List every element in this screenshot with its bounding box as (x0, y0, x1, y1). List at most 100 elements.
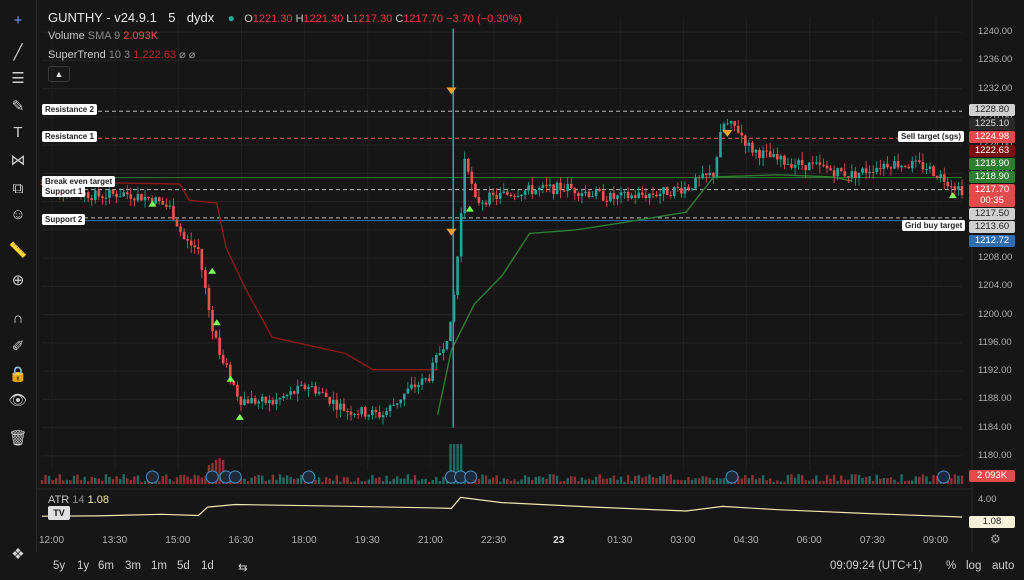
measure-icon[interactable]: ⧉ (12, 179, 24, 197)
trash-icon[interactable]: 🗑 (8, 430, 28, 447)
volume-bar (783, 481, 786, 484)
price-tick: 1200.00 (978, 308, 1013, 320)
candle-body (420, 378, 424, 385)
candle-body (569, 183, 573, 189)
volume-bar (502, 478, 505, 484)
volume-bar (918, 476, 921, 484)
range-6m[interactable]: 6m (98, 560, 114, 572)
range-5y[interactable]: 5y (53, 560, 66, 572)
volume-bar (516, 481, 520, 484)
range-1y[interactable]: 1y (77, 560, 90, 572)
price-tick: 1240.00 (978, 26, 1013, 38)
settings-icon[interactable]: ⚙ (990, 532, 1001, 546)
volume-bar (165, 474, 168, 484)
volume-bar (914, 476, 918, 484)
magnet-icon[interactable]: ∩ (12, 309, 24, 327)
trendline-icon[interactable]: ╱ (13, 44, 23, 61)
volume-bar (239, 478, 243, 484)
zoom-in-icon[interactable]: ⊕ (11, 272, 25, 289)
candle-body (747, 142, 751, 146)
ruler-icon[interactable]: 📏 (8, 242, 28, 259)
volume-bar (424, 478, 427, 484)
volume-bar (776, 480, 779, 484)
candle-body (914, 160, 918, 162)
lock-drawings-icon[interactable]: ✐ (11, 338, 25, 355)
volume-bar (346, 477, 349, 484)
tradingview-logo: TV (48, 506, 70, 520)
candle-body (463, 158, 467, 214)
volume-bar (79, 480, 83, 484)
price-label-r1: 1224.98 (969, 131, 1015, 143)
candle-body (701, 173, 704, 179)
auto-toggle[interactable]: auto (992, 560, 1015, 572)
candle-body (310, 386, 314, 388)
clock-readout[interactable]: 09:09:24 (UTC+1) (830, 560, 923, 572)
candle-body (353, 414, 356, 416)
volume-bar (271, 474, 275, 484)
supertrend-green-line (436, 174, 852, 416)
volume-bar (69, 480, 72, 484)
atr-axis-tick: 4.00 (978, 494, 997, 505)
candle-body (729, 121, 733, 124)
volume-bar (47, 475, 51, 484)
fib-icon[interactable]: ☰ (11, 70, 25, 87)
log-toggle[interactable]: log (966, 560, 982, 572)
pattern-icon[interactable]: ⋈ (10, 152, 26, 169)
time-tick: 23 (553, 535, 565, 546)
eye-icon[interactable]: 👁 (8, 392, 28, 409)
price-chart[interactable] (0, 0, 1024, 552)
candle-body (147, 196, 150, 199)
candle-body (509, 194, 513, 197)
volume-bar (431, 480, 434, 484)
candle-body (530, 185, 534, 195)
volume-bar (410, 479, 413, 484)
emoji-icon[interactable]: ☺ (10, 205, 26, 223)
crosshair-icon[interactable]: + (13, 11, 23, 29)
price-tick: 1232.00 (978, 82, 1013, 94)
percent-toggle[interactable]: % (946, 560, 957, 572)
supertrend-legend[interactable]: SuperTrend 10 3 1,222.63 ⌀ ⌀ (48, 49, 196, 61)
volume-bar (356, 477, 360, 484)
bottom-toolbar: 5y 1y 6m 3m 1m 5d 1d ⇆ 09:09:24 (UTC+1) … (36, 552, 1024, 580)
time-tick: 18:00 (291, 535, 317, 546)
volume-legend[interactable]: Volume SMA 9 2.093K (48, 30, 159, 42)
volume-bar (950, 478, 953, 484)
volume-bar (587, 478, 591, 484)
price-tick: 1196.00 (978, 336, 1012, 348)
range-5d[interactable]: 5d (177, 560, 190, 572)
volume-bar (758, 478, 761, 484)
brush-icon[interactable]: ✎ (11, 98, 25, 115)
layers-icon[interactable]: ❖ (11, 546, 25, 563)
candle-body (143, 196, 147, 201)
lock-icon[interactable]: 🔒 (8, 366, 28, 383)
candle-body (722, 123, 726, 132)
range-1d[interactable]: 1d (201, 560, 214, 572)
candle-body (580, 193, 584, 196)
goto-date-icon[interactable]: ⇆ (238, 562, 248, 574)
candle-body (413, 384, 417, 388)
candle-body (633, 195, 637, 198)
candle-body (424, 378, 427, 380)
volume-bar (296, 478, 299, 484)
candle-body (502, 191, 506, 193)
candle-body (488, 192, 491, 205)
collapse-legend-button[interactable]: ▲ (48, 66, 70, 82)
candle-body (388, 405, 392, 412)
volume-bar (154, 481, 157, 484)
volume-bar (534, 476, 537, 484)
range-3m[interactable]: 3m (125, 560, 141, 572)
candle-body (367, 415, 371, 417)
price-tick: 1224.00 (978, 139, 1012, 150)
range-1m[interactable]: 1m (151, 560, 167, 572)
candle-body (843, 171, 847, 177)
symbol-name[interactable]: GUNTHY - v24.9.1 (48, 10, 157, 25)
volume-bar (58, 474, 61, 484)
candle-body (527, 185, 530, 191)
volume-bar (854, 474, 857, 484)
candle-body (371, 409, 374, 416)
text-icon[interactable]: T (13, 123, 23, 141)
atr-legend[interactable]: ATR 14 1.08 (48, 494, 109, 506)
event-marker-icon (205, 470, 219, 484)
candle-body (335, 399, 339, 410)
